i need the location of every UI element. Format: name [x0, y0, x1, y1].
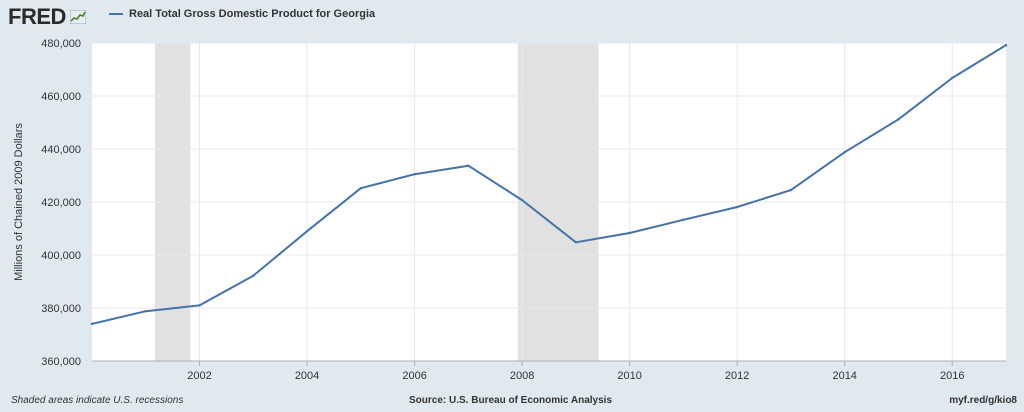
x-tick-label: 2010 [617, 370, 641, 382]
legend-series-swatch [109, 13, 123, 15]
y-tick-label: 400,000 [41, 250, 81, 262]
y-tick-label: 480,000 [41, 38, 81, 50]
y-axis-label: Millions of Chained 2009 Dollars [13, 123, 25, 281]
y-tick-label: 460,000 [41, 91, 81, 103]
fred-sparkline-icon [69, 10, 86, 24]
x-tick-label: 2012 [725, 370, 749, 382]
data-point [252, 274, 255, 277]
recession-note: Shaded areas indicate U.S. recessions [11, 395, 184, 406]
data-point [198, 304, 201, 307]
data-point [90, 322, 94, 326]
data-point [467, 164, 470, 167]
x-tick-label: 2008 [510, 370, 534, 382]
fred-logo-text: FRED [8, 4, 66, 29]
data-point [574, 241, 578, 244]
data-point [843, 150, 846, 154]
x-tick-label: 2016 [940, 370, 964, 382]
y-tick-label: 360,000 [41, 356, 81, 368]
x-tick-label: 2014 [832, 370, 856, 382]
data-point [1004, 43, 1008, 47]
data-point [305, 229, 309, 233]
y-tick-label: 440,000 [41, 144, 81, 156]
data-point [789, 188, 793, 192]
data-point [144, 309, 147, 313]
data-point [413, 172, 416, 176]
data-point [359, 187, 363, 190]
data-point [628, 231, 631, 235]
data-point [682, 218, 685, 221]
y-tick-label: 420,000 [41, 197, 81, 209]
series-line [91, 44, 1007, 325]
data-point [897, 118, 900, 121]
chart-legend: Real Total Gross Domestic Product for Ge… [109, 8, 375, 20]
legend-series-label: Real Total Gross Domestic Product for Ge… [129, 8, 376, 20]
data-point [951, 76, 954, 80]
x-tick-label: 2002 [187, 370, 211, 382]
fred-logo[interactable]: FRED [8, 5, 86, 29]
data-point [735, 205, 739, 209]
x-tick-label: 2004 [295, 370, 319, 382]
y-tick-label: 380,000 [41, 303, 81, 315]
source-note: Source: U.S. Bureau of Economic Analysis [409, 395, 613, 406]
data-point [520, 198, 524, 202]
x-tick-label: 2006 [402, 370, 426, 382]
short-link[interactable]: myf.red/g/kio8 [949, 395, 1017, 406]
